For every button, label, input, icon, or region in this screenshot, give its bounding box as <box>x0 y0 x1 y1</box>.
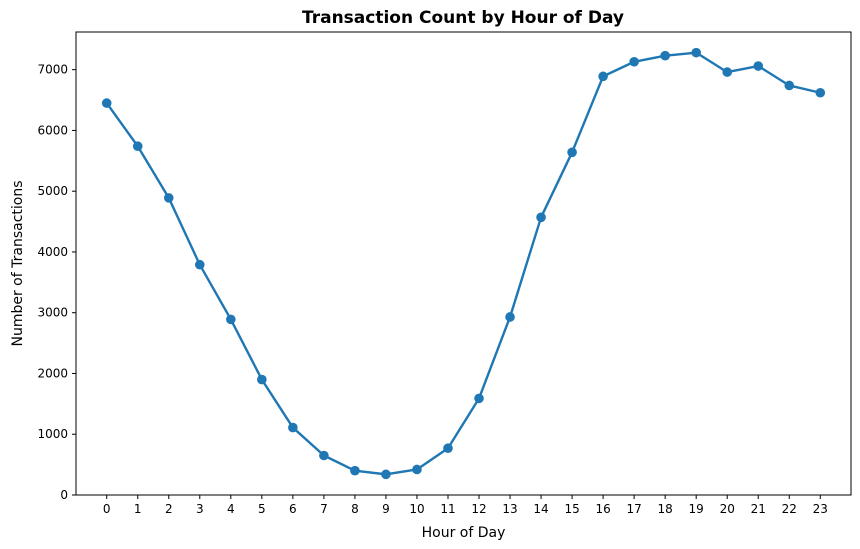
x-tick-label: 7 <box>320 502 328 516</box>
data-point <box>691 47 701 58</box>
data-point <box>412 464 422 475</box>
data-point <box>288 422 298 433</box>
data-point <box>132 141 143 152</box>
data-point <box>319 450 329 461</box>
x-axis-label: Hour of Day <box>422 525 506 541</box>
plot-frame <box>75 31 852 496</box>
x-tick-label: 18 <box>658 502 673 516</box>
x-tick-label: 15 <box>564 502 579 516</box>
x-tick-label: 22 <box>782 502 797 516</box>
x-tick-label: 9 <box>382 502 390 516</box>
data-point <box>194 259 205 270</box>
data-point <box>784 80 795 91</box>
x-tick-label: 4 <box>227 502 235 516</box>
data-point <box>163 193 174 203</box>
x-tick-label: 5 <box>258 502 266 516</box>
x-tick-label: 20 <box>720 502 735 516</box>
x-tick-label: 16 <box>595 502 610 516</box>
x-tick-label: 19 <box>689 502 704 516</box>
x-tick-label: 3 <box>196 502 204 516</box>
y-tick-label: 2000 <box>37 366 68 380</box>
y-tick-label: 6000 <box>37 123 68 137</box>
x-tick-label: 12 <box>471 502 486 516</box>
data-point <box>629 56 639 67</box>
x-tick-label: 6 <box>289 502 297 516</box>
y-tick-label: 1000 <box>37 427 68 441</box>
y-tick-label: 4000 <box>37 245 68 259</box>
x-tick-label: 10 <box>409 502 424 516</box>
data-point <box>722 67 733 77</box>
y-tick-label: 7000 <box>37 63 68 77</box>
chart-title: Transaction Count by Hour of Day <box>302 8 624 28</box>
x-tick-label: 8 <box>351 502 359 516</box>
data-point <box>505 312 515 322</box>
x-tick-label: 14 <box>533 502 548 516</box>
y-axis-label: Number of Transactions <box>10 180 26 346</box>
series-line <box>105 51 822 476</box>
data-point <box>567 147 577 158</box>
data-point <box>381 469 391 480</box>
data-point <box>660 50 670 61</box>
data-point <box>474 393 484 404</box>
data-point <box>753 61 764 71</box>
y-axis-ticks: 0 1000 2000 3000 4000 5000 6000 7000 <box>37 63 76 502</box>
y-tick-label: 0 <box>60 488 68 502</box>
x-tick-label: 2 <box>165 502 173 516</box>
x-tick-label: 17 <box>626 502 641 516</box>
data-point <box>257 374 267 385</box>
x-tick-label: 23 <box>813 502 828 516</box>
x-tick-label: 1 <box>134 502 142 516</box>
data-point <box>226 314 236 325</box>
data-point <box>598 71 608 82</box>
data-point <box>443 443 453 454</box>
x-tick-label: 21 <box>751 502 766 516</box>
x-tick-label: 0 <box>103 502 111 516</box>
x-axis-ticks: 0 1 2 3 4 5 6 7 8 9 10 11 12 13 14 15 16 17 18 19 20 21 22 23 <box>103 495 828 516</box>
data-point <box>101 98 112 108</box>
data-point <box>536 212 546 223</box>
y-tick-label: 3000 <box>37 306 68 320</box>
x-tick-label: 11 <box>440 502 455 516</box>
x-tick-label: 13 <box>502 502 517 516</box>
y-tick-label: 5000 <box>37 184 68 198</box>
data-point <box>350 465 360 476</box>
series-layer <box>101 47 826 480</box>
data-point <box>815 87 826 98</box>
